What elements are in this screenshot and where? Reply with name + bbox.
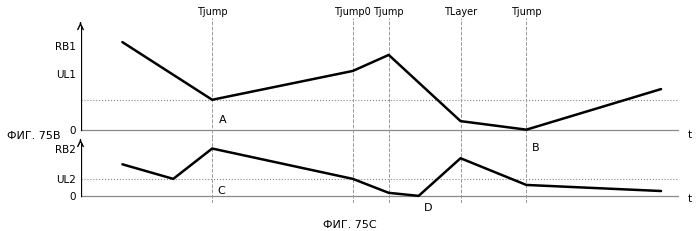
Text: ФИГ. 75В: ФИГ. 75В — [7, 130, 60, 140]
Text: UL2: UL2 — [56, 174, 76, 184]
Text: D: D — [424, 202, 432, 212]
Text: ФИГ. 75С: ФИГ. 75С — [323, 219, 377, 229]
Text: 0: 0 — [69, 125, 76, 135]
Text: RB2: RB2 — [55, 144, 76, 154]
Text: C: C — [217, 185, 225, 195]
Text: A: A — [219, 114, 227, 124]
Text: Tjump: Tjump — [197, 7, 228, 17]
Text: Tjump: Tjump — [373, 7, 404, 17]
Text: t: t — [688, 129, 692, 139]
Text: TLayer: TLayer — [444, 7, 477, 17]
Text: RB1: RB1 — [55, 42, 76, 52]
Text: Tjump: Tjump — [511, 7, 542, 17]
Text: B: B — [533, 143, 540, 153]
Text: t: t — [688, 194, 692, 204]
Text: 0: 0 — [69, 191, 76, 201]
Text: Tjump0: Tjump0 — [335, 7, 371, 17]
Text: UL1: UL1 — [56, 70, 76, 80]
